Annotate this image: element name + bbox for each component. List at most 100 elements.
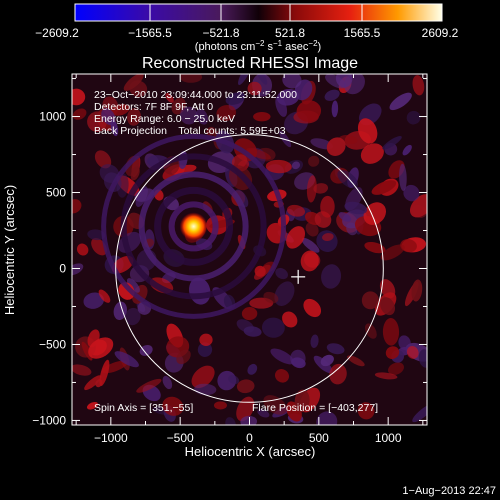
noise-blob [286, 226, 306, 249]
axis-tick-labels: −1000 −500 0 500 1000 −1000 −500 0 500 1000 [32, 110, 402, 445]
noise-blob [361, 291, 379, 310]
ring [138, 171, 249, 282]
noise-blob [357, 118, 378, 144]
y-tick-label: −500 [39, 337, 66, 351]
noise-blob [72, 88, 86, 106]
colorbar-units: (photons cm−2 s−1 asec−2) [195, 39, 321, 53]
noise-blob [118, 282, 135, 300]
noise-blob [403, 184, 420, 202]
solar-limb [115, 134, 384, 403]
noise-blob [290, 349, 306, 367]
noise-blob [291, 161, 301, 170]
noise-blob [303, 298, 322, 318]
noise-blob [255, 74, 268, 85]
noise-blob [88, 337, 114, 359]
noise-blob [254, 265, 266, 277]
noise-blob [321, 264, 342, 289]
colorbar-tick-label: −1565.5 [128, 26, 172, 40]
noise-blob [98, 289, 111, 303]
noise-blob [263, 291, 279, 304]
colorbar-frame [74, 3, 443, 22]
noise-blob [126, 278, 140, 293]
colorbar-tick-label: −2609.2 [35, 26, 79, 40]
noise-blob [306, 175, 317, 203]
noise-blob [418, 349, 427, 368]
colorbar-tick-label: −521.8 [202, 26, 239, 40]
noise-blob [243, 326, 262, 337]
energy-range-text: Energy Range: 6.0 − 25.0 keV [94, 113, 235, 125]
noise-blob [282, 311, 298, 328]
noise-blob [357, 402, 375, 420]
noise-blob [253, 111, 271, 122]
detectors-text: Detectors: 7F 8F 9F, Att 0 [94, 101, 213, 113]
y-axis-label: Heliocentric Y (arcsec) [2, 185, 17, 315]
noise-blob [76, 243, 89, 256]
x-tick-label: 500 [309, 431, 329, 445]
noise-blob [72, 263, 84, 276]
noise-blob [191, 365, 215, 389]
colorbar-tick-label: 1565.5 [344, 26, 381, 40]
noise-blob [99, 359, 110, 387]
noise-blob [213, 401, 227, 410]
flare-source [179, 212, 208, 241]
noise-blob [270, 348, 295, 365]
noise-blob [400, 239, 417, 253]
noise-blob [216, 105, 237, 121]
noise-blob [114, 351, 139, 368]
noise-blob [324, 89, 340, 101]
x-tick-label: −1000 [94, 431, 128, 445]
noise-blob [282, 74, 302, 89]
noise-blob [240, 415, 258, 425]
noise-blob [406, 110, 421, 125]
noise-blob [322, 233, 334, 241]
noise-blob [72, 199, 82, 214]
noise-blob [364, 241, 386, 254]
noise-blob [385, 346, 400, 359]
noise-blob [343, 74, 365, 95]
noise-blob [136, 378, 162, 393]
noise-blob [344, 201, 368, 215]
back-projection-rings [101, 133, 287, 319]
noise-blob [124, 307, 141, 326]
noise-blob [228, 375, 240, 385]
noise-blob [199, 333, 213, 347]
noise-blob [331, 100, 339, 118]
ring [154, 186, 234, 266]
noise-blob [87, 229, 106, 241]
noise-blob [83, 292, 104, 309]
noise-blob [162, 375, 173, 390]
noise-blob [247, 363, 258, 375]
y-tick-label: 500 [46, 186, 66, 200]
noise-blob [225, 92, 246, 105]
noise-blob [364, 323, 377, 339]
noise-blob [257, 409, 270, 418]
noise-blob [246, 147, 271, 160]
noise-blob [225, 417, 236, 425]
noise-blob [162, 396, 184, 416]
noise-blob [238, 74, 251, 86]
colorbar [75, 4, 442, 21]
noise-blob [165, 93, 174, 103]
noise-blob [296, 100, 322, 122]
axis-ticks [72, 74, 427, 425]
noise-blob [84, 375, 102, 391]
noise-blob [313, 183, 329, 194]
colorbar-ticks [74, 3, 443, 22]
x-tick-label: 0 [246, 431, 253, 445]
noise-blob [411, 279, 423, 302]
noise-blob [241, 307, 258, 321]
noise-blob [382, 136, 402, 150]
noise-blob [338, 212, 352, 222]
x-tick-label: −500 [167, 431, 194, 445]
noise-blob [412, 75, 425, 96]
spin-axis-text: Spin Axis = [351,−55] [94, 402, 193, 414]
y-tick-label: 1000 [39, 110, 66, 124]
noise-blob [304, 252, 321, 268]
ring [101, 133, 287, 319]
noise-blob [301, 237, 320, 253]
chart-title: Reconstructed RHESSI Image [142, 55, 358, 72]
noise-blob [123, 74, 144, 91]
noise-blob [274, 369, 290, 383]
noise-blob [206, 126, 216, 136]
